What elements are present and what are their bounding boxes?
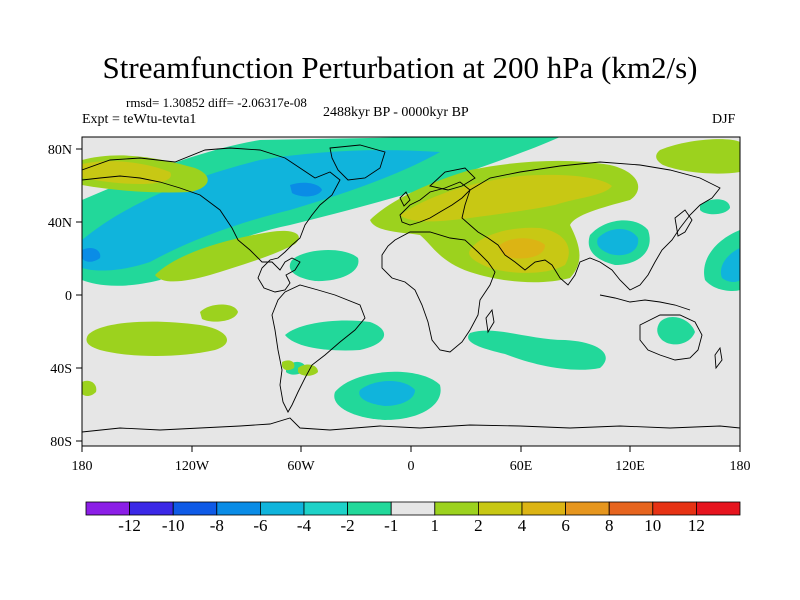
colorbar-label-13: 12 [688,516,705,535]
coast-asia [461,161,721,291]
field-arctic-ridge-inner [82,161,171,184]
field-south-atlantic [285,320,385,351]
colorbar-boxes [85,501,741,516]
stats-text: rmsd= 1.30852 diff= -2.06317e-08 [126,95,307,110]
lon-label-180w: 180 [72,459,93,474]
colorbar-label-5: -2 [341,516,355,535]
coast-north-america [82,147,341,293]
lon-label-0: 0 [408,459,415,474]
field-subtropical-ridge [155,230,299,282]
colorbar-label-1: -10 [162,516,185,535]
colorbar-label-6: -1 [384,516,398,535]
field-east-asia-core [597,229,639,256]
colorbar-box-6 [347,501,392,516]
lat-label-80s: 80S [50,435,72,450]
colorbar-box-4 [259,501,305,516]
field-australia [657,317,695,345]
period-label: 2488kyr BP - 0000kyr BP [323,105,469,120]
lon-label-180e: 180 [730,459,751,474]
colorbar-box-0 [85,501,130,516]
lon-label-120e: 120E [615,459,645,474]
coast-new-zealand [714,346,723,370]
colorbar-label-2: -8 [210,516,224,535]
colorbar-box-3 [216,501,261,516]
colorbar-box-1 [129,501,174,516]
field-southern-indian [468,330,606,370]
field-south-pacific-ridge [86,321,227,356]
coast-indonesia [599,294,691,311]
colorbar-label-0: -12 [118,516,141,535]
lon-label-60e: 60E [510,459,533,474]
coast-greenland [329,144,386,181]
colorbar-label-10: 6 [561,516,570,535]
field-eurasian-ridge-inner [400,174,612,222]
field-north-atlantic-core [82,150,440,271]
coast-australia [639,314,703,361]
field-south-atlantic-ridge [298,364,318,376]
coast-japan [674,209,693,237]
colorbar-label-11: 8 [605,516,614,535]
colorbar-labels: -12 -10 -8 -6 -4 -2 -1 1 2 4 6 8 10 12 [118,516,705,535]
field-south-pacific-small [200,304,238,322]
coast-madagascar [485,308,495,334]
field-canada-core [290,182,322,197]
colorbar-box-14 [696,501,741,516]
lat-label-80n: 80N [48,143,72,158]
coast-antarctica [82,417,740,433]
colorbar-box-7 [390,501,436,516]
colorbar-label-3: -6 [253,516,267,535]
coast-africa [381,231,496,353]
colorbar-label-8: 2 [474,516,483,535]
axis-ticks [76,148,741,452]
field-middle-east-core [499,238,545,259]
colorbar-box-5 [303,501,348,516]
field-north-pacific-east-core [720,248,740,282]
colorbar-box-10 [521,501,566,516]
field-southern-ocean-core [359,381,415,406]
coast-britain [399,191,411,207]
colorbar-box-13 [652,501,697,516]
colorbar-label-9: 4 [518,516,527,535]
field-north-pacific-small [700,199,730,215]
coast-south-america [271,284,366,413]
colorbar-box-2 [172,501,218,516]
colorbar-label-7: 1 [431,516,440,535]
contour-fields [82,137,740,420]
season-label: DJF [712,112,736,127]
lat-label-40s: 40S [50,362,72,377]
lon-label-60w: 60W [287,459,315,474]
colorbar-label-12: 10 [644,516,661,535]
colorbar-box-12 [608,501,654,516]
colorbar-box-9 [477,501,523,516]
field-tropical-atlantic [289,249,359,282]
field-north-pacific-ridge [656,139,740,174]
coast-europe [399,181,471,226]
field-west-south-ridge [82,380,97,396]
lon-label-120w: 120W [175,459,210,474]
experiment-label: Expt = teWtu-tevta1 [82,112,197,127]
colorbar-box-11 [565,501,610,516]
coastlines [82,144,740,433]
colorbar-box-8 [434,501,479,516]
map-title: Streamfunction Perturbation at 200 hPa (… [102,50,698,85]
lat-label-0: 0 [65,289,72,304]
coast-scandinavia [429,167,476,191]
colorbar-label-4: -4 [297,516,312,535]
field-pacific-west-core [82,247,101,262]
field-south-america-ridge [282,360,295,371]
lat-label-40n: 40N [48,216,72,231]
